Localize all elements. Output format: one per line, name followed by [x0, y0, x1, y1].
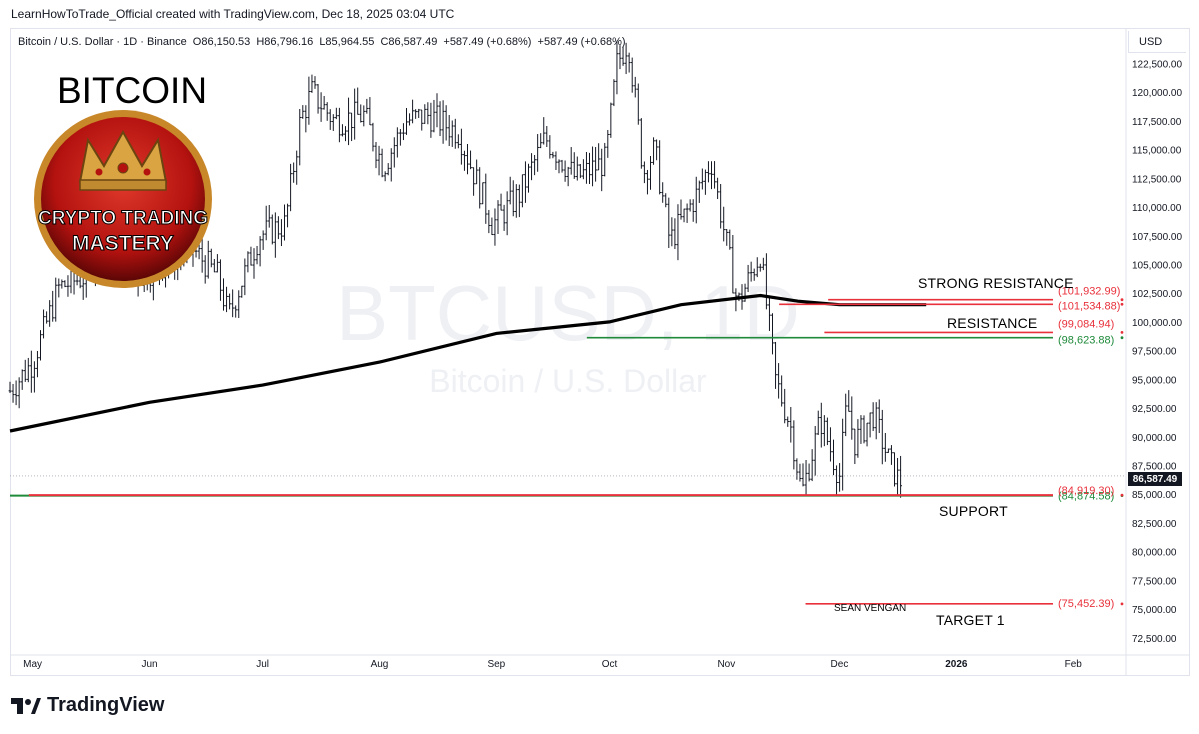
y-tick-label: 85,000.00 — [1132, 490, 1177, 501]
y-tick-label: 92,500.00 — [1132, 404, 1177, 415]
strong-resistance-label: STRONG RESISTANCE — [918, 275, 1074, 291]
level-marker — [1120, 336, 1124, 340]
level-marker — [1120, 331, 1124, 334]
y-tick-label: 100,000.00 — [1132, 318, 1182, 329]
x-tick-label: Jul — [256, 659, 269, 670]
logo-line2: MASTERY — [72, 232, 174, 255]
y-tick-label: 95,000.00 — [1132, 375, 1177, 386]
level-marker — [1120, 302, 1124, 306]
tradingview-logo-icon — [11, 697, 41, 714]
y-tick-label: 122,500.00 — [1132, 59, 1182, 70]
author-signature: SEAN VENGAN — [834, 603, 907, 614]
crypto-trading-mastery-logo: CRYPTO TRADING MASTERY — [34, 110, 212, 288]
ohlc-close: C86,587.49 — [380, 36, 438, 48]
currency-selector[interactable]: USD — [1128, 31, 1186, 53]
level-label: (75,452.39) — [1058, 598, 1114, 610]
watermark-ticker: BTCUSD, 1D — [336, 269, 800, 357]
ohlc-open: O86,150.53 — [192, 36, 251, 48]
chart-frame — [10, 28, 1190, 676]
y-tick-label: 117,500.00 — [1132, 117, 1182, 128]
support-label: SUPPORT — [939, 503, 1008, 519]
x-tick-label: Aug — [371, 659, 389, 670]
watermark-name: Bitcoin / U.S. Dollar — [429, 363, 707, 399]
y-tick-label: 115,000.00 — [1132, 146, 1182, 157]
ohlc-change-repeat: +587.49 (+0.68%) — [537, 36, 626, 48]
level-label: (99,084.94) — [1058, 318, 1114, 330]
level-marker — [1120, 298, 1124, 302]
y-tick-label: 72,500.00 — [1132, 634, 1177, 645]
y-tick-label: 112,500.00 — [1132, 174, 1182, 185]
x-tick-label: Sep — [487, 659, 505, 670]
y-tick-label: 97,500.00 — [1132, 347, 1177, 358]
y-tick-label: 105,000.00 — [1132, 260, 1182, 271]
symbol-info-bar: Bitcoin / U.S. Dollar · 1D · Binance O86… — [18, 36, 626, 48]
y-tick-label: 102,500.00 — [1132, 289, 1182, 300]
y-tick-label: 77,500.00 — [1132, 576, 1177, 587]
y-tick-label: 110,000.00 — [1132, 203, 1182, 214]
ohlc-high: H86,796.16 — [256, 36, 314, 48]
x-tick-label: Jun — [141, 659, 157, 670]
x-tick-label: May — [23, 659, 42, 670]
y-tick-label: 75,000.00 — [1132, 605, 1177, 616]
chart-caption: LearnHowToTrade_Official created with Tr… — [11, 7, 455, 21]
ohlc-low: L85,964.55 — [319, 36, 375, 48]
x-tick-label: Oct — [602, 659, 618, 670]
y-tick-label: 90,000.00 — [1132, 433, 1177, 444]
level-marker — [1120, 493, 1124, 497]
y-tick-label: 120,000.00 — [1132, 88, 1182, 99]
y-tick-label: 80,000.00 — [1132, 548, 1177, 559]
y-tick-label: 107,500.00 — [1132, 232, 1182, 243]
x-tick-label: Dec — [831, 659, 849, 670]
level-label: (101,534.88) — [1058, 300, 1120, 312]
x-tick-label: 2026 — [945, 659, 968, 670]
current-price-tag: 86,587.49 — [1128, 472, 1182, 486]
y-tick-label: 82,500.00 — [1132, 519, 1177, 530]
tradingview-brand[interactable]: TradingView — [11, 694, 164, 717]
level-marker — [1120, 602, 1124, 606]
overlay-title: BITCOIN — [57, 70, 208, 111]
logo-line1: CRYPTO TRADING — [38, 208, 208, 229]
tradingview-wordmark: TradingView — [47, 694, 165, 716]
target-label: TARGET 1 — [936, 612, 1005, 628]
symbol-name[interactable]: Bitcoin / U.S. Dollar · 1D · Binance — [18, 36, 187, 48]
moving-average-line — [9, 293, 927, 433]
x-tick-label: Nov — [717, 659, 735, 670]
level-label: (84,874.58) — [1058, 491, 1114, 503]
level-label: (101,932.99) — [1058, 286, 1120, 298]
level-label: (98,623.88) — [1058, 335, 1114, 347]
resistance-label: RESISTANCE — [947, 315, 1038, 331]
x-tick-label: Feb — [1065, 659, 1083, 670]
level-label: (84,919.30) — [1058, 485, 1114, 497]
ohlc-change: +587.49 (+0.68%) — [443, 36, 532, 48]
crown-icon — [78, 129, 168, 191]
y-tick-label: 87,500.00 — [1132, 461, 1177, 472]
